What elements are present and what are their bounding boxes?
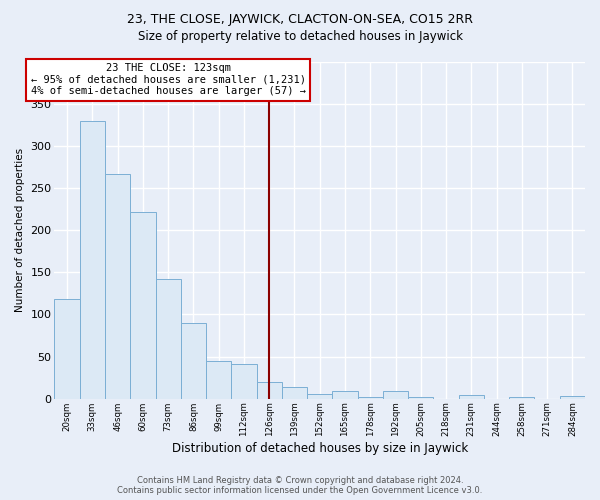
Bar bbox=[80, 120, 105, 399]
Bar bbox=[560, 396, 585, 399]
Bar bbox=[105, 174, 130, 399]
Bar bbox=[408, 397, 433, 399]
Bar bbox=[155, 279, 181, 399]
X-axis label: Distribution of detached houses by size in Jaywick: Distribution of detached houses by size … bbox=[172, 442, 468, 455]
Bar bbox=[282, 387, 307, 399]
Bar bbox=[206, 361, 232, 399]
Bar bbox=[509, 397, 535, 399]
Text: 23 THE CLOSE: 123sqm
← 95% of detached houses are smaller (1,231)
4% of semi-det: 23 THE CLOSE: 123sqm ← 95% of detached h… bbox=[31, 63, 305, 96]
Bar bbox=[383, 391, 408, 399]
Bar bbox=[332, 391, 358, 399]
Bar bbox=[232, 364, 257, 399]
Bar bbox=[130, 212, 155, 399]
Text: Size of property relative to detached houses in Jaywick: Size of property relative to detached ho… bbox=[137, 30, 463, 43]
Bar bbox=[181, 323, 206, 399]
Bar bbox=[307, 394, 332, 399]
Bar bbox=[257, 382, 282, 399]
Y-axis label: Number of detached properties: Number of detached properties bbox=[15, 148, 25, 312]
Bar bbox=[358, 397, 383, 399]
Bar bbox=[55, 300, 80, 399]
Text: Contains HM Land Registry data © Crown copyright and database right 2024.
Contai: Contains HM Land Registry data © Crown c… bbox=[118, 476, 482, 495]
Text: 23, THE CLOSE, JAYWICK, CLACTON-ON-SEA, CO15 2RR: 23, THE CLOSE, JAYWICK, CLACTON-ON-SEA, … bbox=[127, 12, 473, 26]
Bar bbox=[458, 396, 484, 399]
